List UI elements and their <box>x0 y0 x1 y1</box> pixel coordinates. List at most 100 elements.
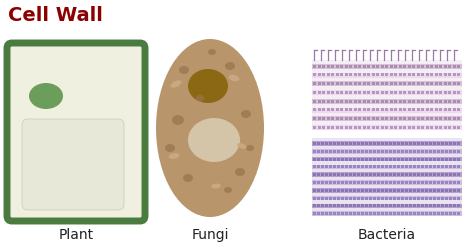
Bar <box>313 108 316 111</box>
Bar <box>441 204 444 207</box>
Bar <box>435 73 438 76</box>
Bar <box>365 173 368 176</box>
Bar <box>426 82 429 85</box>
Bar <box>349 108 352 111</box>
Bar <box>441 196 444 200</box>
Bar <box>349 91 352 94</box>
Bar <box>313 126 316 129</box>
Bar <box>441 157 444 161</box>
Bar <box>345 73 348 76</box>
Bar <box>429 150 432 153</box>
Bar <box>382 212 384 215</box>
Bar <box>358 91 361 94</box>
Bar <box>418 157 420 161</box>
Bar <box>421 82 424 85</box>
Bar <box>457 196 460 200</box>
Bar <box>357 189 360 192</box>
Bar <box>376 100 379 103</box>
Bar <box>329 189 332 192</box>
Bar <box>390 157 392 161</box>
Bar <box>322 82 325 85</box>
Bar <box>454 142 456 145</box>
Bar <box>449 196 452 200</box>
Bar <box>337 189 340 192</box>
Bar <box>318 117 321 120</box>
Bar <box>394 117 397 120</box>
Bar <box>390 82 393 85</box>
Bar <box>336 91 339 94</box>
Bar <box>365 165 368 168</box>
Bar <box>367 126 370 129</box>
Bar <box>322 91 325 94</box>
Bar <box>393 165 396 168</box>
Bar <box>354 117 357 120</box>
Bar <box>346 142 348 145</box>
Bar <box>370 196 372 200</box>
Bar <box>340 108 343 111</box>
Bar <box>439 100 442 103</box>
Bar <box>441 212 444 215</box>
Bar <box>363 126 366 129</box>
Bar <box>403 73 406 76</box>
Bar <box>312 149 462 154</box>
Bar <box>377 157 380 161</box>
Ellipse shape <box>169 153 180 159</box>
Bar <box>444 65 447 68</box>
Bar <box>448 73 451 76</box>
Bar <box>405 181 408 184</box>
Bar <box>374 204 376 207</box>
Bar <box>374 142 376 145</box>
Bar <box>418 189 420 192</box>
Bar <box>426 91 429 94</box>
Bar <box>327 126 330 129</box>
Bar <box>399 91 402 94</box>
Bar <box>453 91 456 94</box>
Bar <box>326 150 328 153</box>
Bar <box>381 82 384 85</box>
Bar <box>385 108 388 111</box>
Bar <box>313 181 316 184</box>
Bar <box>390 204 392 207</box>
Bar <box>405 165 408 168</box>
Bar <box>421 150 424 153</box>
Bar <box>410 165 412 168</box>
Bar <box>334 204 336 207</box>
Bar <box>322 65 325 68</box>
Bar <box>313 165 316 168</box>
Bar <box>385 165 388 168</box>
Bar <box>418 181 420 184</box>
Bar <box>377 142 380 145</box>
Bar <box>340 117 343 120</box>
Bar <box>454 196 456 200</box>
Bar <box>421 117 424 120</box>
Bar <box>349 65 352 68</box>
Ellipse shape <box>183 174 193 182</box>
Bar <box>448 91 451 94</box>
Bar <box>454 157 456 161</box>
Bar <box>421 196 424 200</box>
Bar <box>377 189 380 192</box>
Bar <box>374 157 376 161</box>
Bar <box>438 165 440 168</box>
Bar <box>374 212 376 215</box>
Bar <box>430 117 433 120</box>
Bar <box>393 150 396 153</box>
Bar <box>453 65 456 68</box>
Bar <box>394 91 397 94</box>
Bar <box>340 82 343 85</box>
Bar <box>318 196 320 200</box>
Bar <box>312 90 462 95</box>
Bar <box>413 212 416 215</box>
Bar <box>449 181 452 184</box>
Bar <box>365 189 368 192</box>
Bar <box>429 142 432 145</box>
Bar <box>434 189 436 192</box>
Bar <box>405 196 408 200</box>
Bar <box>313 196 316 200</box>
Bar <box>390 212 392 215</box>
Bar <box>403 126 406 129</box>
Bar <box>408 108 411 111</box>
Bar <box>321 212 324 215</box>
Bar <box>370 157 372 161</box>
Bar <box>357 157 360 161</box>
